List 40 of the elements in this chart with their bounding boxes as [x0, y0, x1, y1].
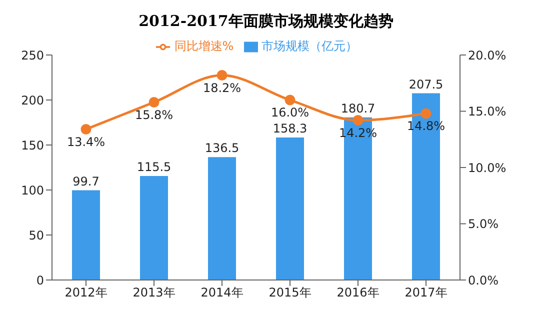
bar	[72, 190, 100, 280]
data-label: 18.2%	[202, 80, 242, 95]
data-label: 207.5	[408, 77, 444, 92]
y-tick-label: 0	[36, 273, 44, 288]
y2-tick-label: 5.0%	[468, 217, 498, 232]
y2-tick-label: 10.0%	[468, 160, 506, 175]
point	[352, 115, 364, 126]
y2-tick-label: 15.0%	[468, 104, 506, 119]
x-tick-label: 2017年	[404, 286, 448, 300]
x-tick-label: 2013年	[132, 286, 176, 300]
y-tick-label: 250	[21, 48, 44, 62]
x-tick-label: 2016年	[336, 286, 380, 300]
y-tick-label: 100	[21, 183, 44, 198]
chart-title: 2012-2017年面膜市场规模变化趋势	[138, 11, 394, 32]
y2-tick-label: 20.0%	[468, 48, 506, 62]
data-label: 99.7	[72, 174, 100, 188]
x-tick-label: 2014年	[200, 286, 244, 300]
x-tick-label: 2015年	[268, 286, 312, 300]
point	[284, 94, 296, 106]
point	[80, 124, 92, 134]
point	[420, 108, 432, 119]
x-tick-label: 2012年	[64, 286, 108, 300]
data-label: 158.3	[272, 122, 308, 136]
data-label: 115.5	[136, 160, 172, 174]
data-label: 180.7	[340, 101, 376, 116]
legend-label: 同比增速%	[174, 39, 234, 53]
data-label: 13.4%	[66, 134, 106, 149]
bar	[140, 176, 168, 280]
y-tick-label: 150	[21, 138, 44, 152]
bar	[276, 138, 304, 280]
data-label: 15.8%	[134, 108, 174, 122]
y-tick-label: 50	[28, 228, 44, 242]
data-label: 16.0%	[270, 106, 310, 120]
legend-label: 市场规模（亿元）	[262, 39, 358, 53]
y-tick-label: 200	[21, 93, 44, 108]
bar	[208, 157, 236, 280]
point	[148, 97, 160, 108]
data-label: 136.5	[204, 141, 240, 156]
y2-tick-label: 0.0%	[468, 273, 498, 288]
point	[216, 70, 228, 80]
